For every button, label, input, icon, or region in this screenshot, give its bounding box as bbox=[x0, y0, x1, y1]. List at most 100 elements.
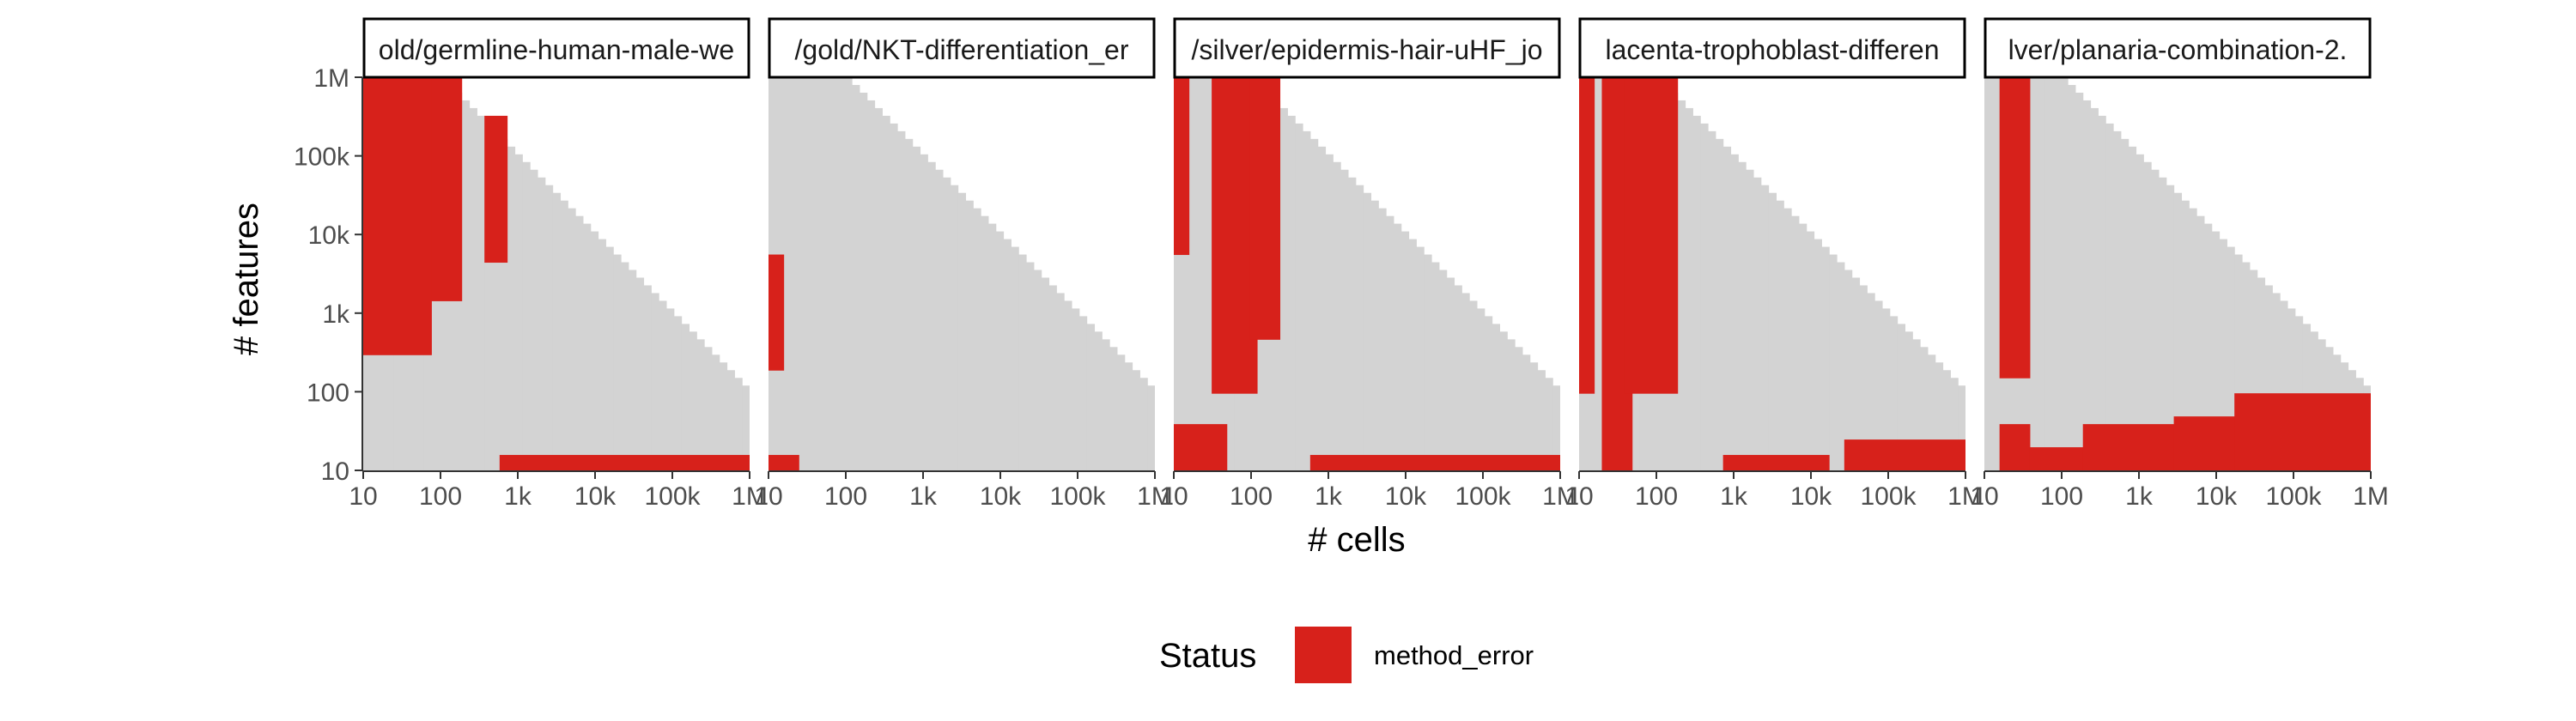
x-tick-label: 10k bbox=[1790, 482, 1832, 511]
cell-ok-column bbox=[1109, 347, 1118, 470]
cell-method-error-run bbox=[499, 455, 750, 470]
cell-ok-column bbox=[734, 378, 743, 470]
cell-ok-column bbox=[696, 339, 705, 470]
cell-ok-column bbox=[1064, 300, 1072, 470]
legend: Status method_error bbox=[1159, 627, 1534, 683]
cell-ok-column bbox=[621, 262, 629, 470]
cell-ok-column bbox=[1174, 77, 1182, 470]
cell-ok-column bbox=[1912, 339, 1921, 470]
cell-ok-column bbox=[1529, 362, 1539, 470]
cell-ok-column bbox=[1181, 77, 1190, 470]
cell-ok-column bbox=[711, 354, 720, 470]
cell-ok-column bbox=[1078, 316, 1088, 470]
cell-ok-column bbox=[742, 385, 750, 470]
cell-ok-column bbox=[477, 115, 485, 470]
cell-ok-column bbox=[942, 177, 951, 470]
cell-ok-column bbox=[2151, 169, 2160, 470]
cell-ok-column bbox=[1018, 254, 1027, 470]
cell-ok-column bbox=[1102, 339, 1110, 470]
y-tick-label: 1M bbox=[313, 64, 349, 93]
x-tick-label: 100k bbox=[1455, 482, 1511, 511]
facet-strip bbox=[1984, 17, 2372, 79]
cell-ok-column bbox=[2227, 246, 2235, 470]
cell-ok-column bbox=[1279, 107, 1288, 470]
cell-ok-column bbox=[866, 100, 876, 470]
facet-strip-title: /silver/epidermis-hair-uHF_jo bbox=[1192, 34, 1543, 65]
cell-ok-column bbox=[2044, 77, 2054, 470]
cell-ok-column bbox=[2280, 300, 2288, 470]
x-tick-label: 100k bbox=[644, 482, 701, 511]
cell-ok-column bbox=[1889, 316, 1899, 470]
cell-ok-column bbox=[1446, 277, 1455, 470]
cell-ok-column bbox=[1874, 300, 1883, 470]
cell-ok-column bbox=[2196, 215, 2205, 470]
cell-ok-column bbox=[2113, 130, 2122, 470]
facet-strip bbox=[768, 17, 1156, 79]
x-tick-label: 1k bbox=[1720, 482, 1748, 511]
cell-ok-column bbox=[1124, 362, 1133, 470]
cell-ok-column bbox=[1431, 262, 1440, 470]
cell-ok-column bbox=[1454, 285, 1462, 470]
cell-ok-column bbox=[2143, 161, 2152, 470]
legend-title: Status bbox=[1159, 637, 1256, 675]
cell-ok-column bbox=[1041, 277, 1050, 470]
cell-ok-column bbox=[1806, 231, 1815, 470]
cell-ok-column bbox=[2211, 231, 2221, 470]
cell-ok-column bbox=[882, 115, 890, 470]
cell-ok-column bbox=[973, 208, 981, 470]
x-tick-label: 10k bbox=[574, 482, 617, 511]
x-tick-label: 100 bbox=[419, 482, 462, 511]
cell-ok-column bbox=[799, 77, 807, 470]
cell-ok-column bbox=[1363, 192, 1372, 470]
cell-ok-column bbox=[1730, 154, 1739, 470]
cell-ok-column bbox=[1438, 270, 1448, 470]
x-tick-label: 1k bbox=[909, 482, 938, 511]
cell-ok-column bbox=[1867, 293, 1875, 470]
cell-ok-column bbox=[859, 92, 868, 470]
x-tick-label: 100 bbox=[2040, 482, 2083, 511]
cell-ok-column bbox=[1386, 215, 1394, 470]
cell-ok-column bbox=[1132, 370, 1140, 470]
cell-ok-column bbox=[1340, 169, 1349, 470]
cell-ok-column bbox=[1347, 177, 1357, 470]
cell-ok-column bbox=[1056, 293, 1065, 470]
cell-ok-column bbox=[904, 138, 914, 470]
cell-ok-column bbox=[605, 246, 614, 470]
panel-3: /silver/epidermis-hair-uHF_jo bbox=[1173, 17, 1561, 470]
x-tick-label: 1M bbox=[1947, 482, 1984, 511]
cell-ok-column bbox=[1738, 161, 1747, 470]
cell-ok-column bbox=[2060, 77, 2069, 470]
y-axis-title: # features bbox=[228, 203, 265, 355]
x-tick-label: 10 bbox=[754, 482, 782, 511]
cell-ok-column bbox=[1086, 324, 1096, 470]
cell-method-error-run bbox=[1624, 77, 1679, 394]
cell-ok-column bbox=[1768, 192, 1777, 470]
cell-method-error-run bbox=[2029, 447, 2092, 470]
cell-ok-column bbox=[981, 215, 989, 470]
cell-ok-column bbox=[1499, 331, 1508, 470]
cell-ok-column bbox=[987, 223, 997, 470]
cell-method-error-run bbox=[1249, 77, 1281, 340]
cell-ok-column bbox=[2249, 270, 2258, 470]
cell-ok-column bbox=[1188, 77, 1198, 470]
cell-ok-column bbox=[1033, 270, 1042, 470]
cell-ok-column bbox=[2173, 192, 2183, 470]
cell-ok-column bbox=[1507, 339, 1516, 470]
cell-ok-column bbox=[2098, 115, 2106, 470]
cell-ok-column bbox=[628, 270, 637, 470]
panel-1-plot-area bbox=[363, 77, 750, 470]
x-tick-label: 100 bbox=[1635, 482, 1678, 511]
cell-ok-column bbox=[2287, 308, 2296, 470]
facet-strip bbox=[1173, 17, 1561, 79]
cell-ok-column bbox=[1003, 239, 1012, 470]
cell-ok-column bbox=[499, 138, 508, 470]
cell-ok-column bbox=[1685, 107, 1693, 470]
cell-ok-column bbox=[1746, 169, 1754, 470]
y-tick-label: 1k bbox=[322, 300, 350, 329]
cell-ok-column bbox=[2166, 185, 2175, 470]
cell-ok-column bbox=[537, 177, 546, 470]
x-tick-label: 10k bbox=[980, 482, 1022, 511]
cell-ok-column bbox=[1522, 354, 1531, 470]
cell-ok-column bbox=[1984, 77, 1993, 470]
cell-ok-column bbox=[1814, 239, 1822, 470]
